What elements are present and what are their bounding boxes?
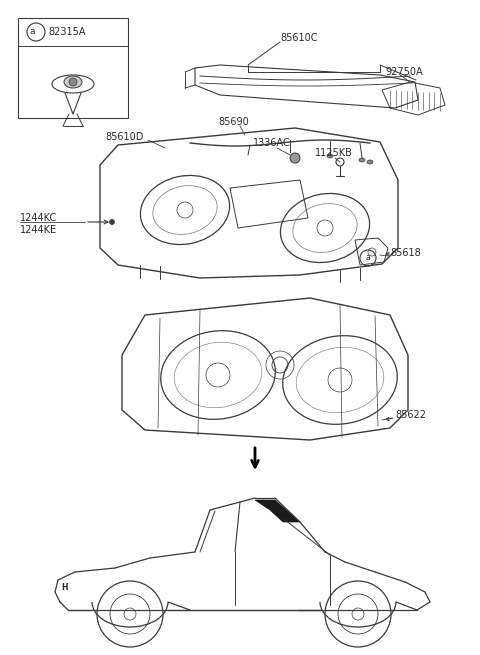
Text: 1336AC: 1336AC [253, 138, 291, 148]
Text: a: a [29, 28, 35, 37]
Text: 85622: 85622 [395, 410, 426, 420]
Circle shape [109, 219, 115, 225]
Circle shape [69, 78, 77, 86]
Text: 82315A: 82315A [48, 27, 85, 37]
Text: a: a [366, 253, 371, 263]
Text: 85618: 85618 [390, 248, 421, 258]
Text: 1244KE: 1244KE [20, 225, 57, 235]
Ellipse shape [359, 158, 365, 162]
Ellipse shape [327, 154, 333, 158]
Ellipse shape [367, 160, 373, 164]
Text: H: H [61, 584, 67, 593]
Text: 85690: 85690 [218, 117, 249, 127]
Text: 1125KB: 1125KB [315, 148, 353, 158]
Bar [18, 18, 128, 118]
Ellipse shape [64, 76, 82, 88]
Text: 92750A: 92750A [385, 67, 422, 77]
Polygon shape [255, 500, 300, 522]
Text: 85610C: 85610C [280, 33, 317, 43]
Text: 85610D: 85610D [105, 132, 144, 142]
Circle shape [290, 153, 300, 163]
Text: 1244KC: 1244KC [20, 213, 57, 223]
